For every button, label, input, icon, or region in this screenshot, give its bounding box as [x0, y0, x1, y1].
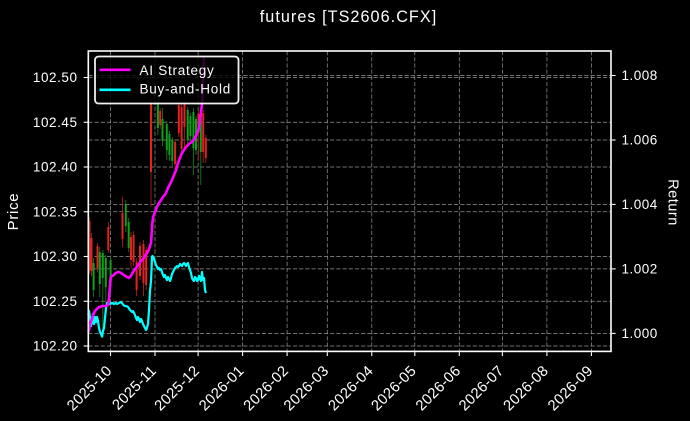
svg-text:1.002: 1.002 — [622, 262, 658, 277]
svg-text:1.008: 1.008 — [622, 68, 658, 83]
svg-text:Price: Price — [5, 193, 22, 231]
svg-text:futures [TS2606.CFX]: futures [TS2606.CFX] — [260, 8, 438, 26]
svg-text:AI Strategy: AI Strategy — [140, 63, 215, 78]
svg-text:102.50: 102.50 — [33, 70, 78, 85]
svg-text:102.25: 102.25 — [33, 294, 78, 309]
svg-text:1.006: 1.006 — [622, 133, 658, 148]
svg-text:1.004: 1.004 — [622, 197, 658, 212]
svg-text:1.000: 1.000 — [622, 326, 658, 341]
svg-text:102.35: 102.35 — [33, 204, 78, 219]
svg-text:Return: Return — [665, 179, 681, 226]
svg-text:102.45: 102.45 — [33, 115, 78, 130]
svg-text:102.30: 102.30 — [33, 249, 78, 264]
svg-text:Buy-and-Hold: Buy-and-Hold — [140, 81, 232, 96]
svg-text:102.20: 102.20 — [33, 339, 78, 354]
svg-text:102.40: 102.40 — [33, 160, 78, 175]
